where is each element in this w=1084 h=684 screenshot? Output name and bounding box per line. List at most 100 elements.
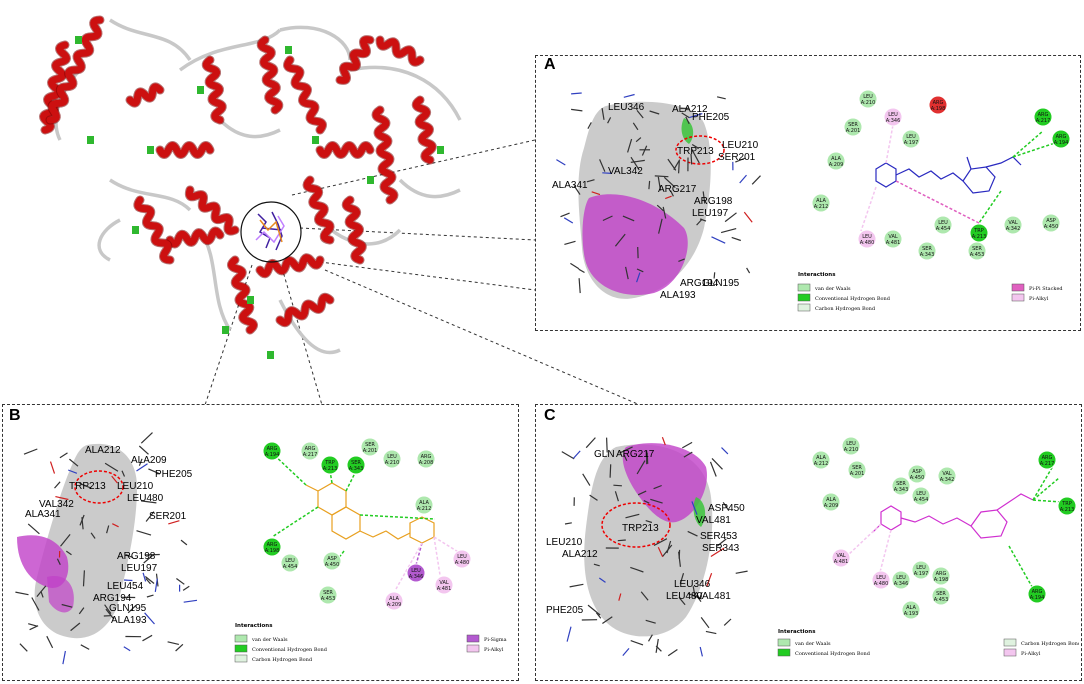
legend-swatch [778,639,790,646]
atom-bond [570,584,584,587]
residue-3d-label: ALA212 [85,445,121,456]
helix-segment [160,146,210,155]
residue-id: A:198 [265,548,280,554]
pialkyl-line [434,537,460,553]
legend-swatch [235,655,247,662]
residue-3d-label: GLN195 [702,278,740,289]
residue-id: A:342 [1006,226,1021,232]
legend-title: Interactions [778,629,816,635]
residue-id: A:450 [1044,224,1059,230]
helix-segment [231,260,253,330]
residue-3d-label: ALA193 [111,615,147,626]
atom-bond [747,268,750,273]
atom-bond [701,617,709,627]
ligand-2d [306,483,434,543]
coil-segment [220,120,280,137]
turn-segment [197,86,204,94]
legend-item: Pi-Alkyl [1012,294,1049,302]
residue-3d-label: ALA209 [131,455,167,466]
pipi-line [896,181,979,223]
legend-swatch [778,649,790,656]
residue-3d-label: ARG198 [694,196,733,207]
residue-id: A:480 [874,581,889,587]
residue-id: A:213 [323,466,338,472]
residue-3d-label: ARG198 [117,551,156,562]
residue-id: A:342 [940,477,955,483]
residue-id: A:201 [846,128,861,134]
residue-id: A:198 [931,106,946,112]
atom-bond [20,644,27,652]
atom-bond [624,95,635,98]
atom-bond [752,176,760,185]
binding-site-circle [241,202,301,262]
atom-bond [610,464,611,477]
atom-bond [51,462,55,474]
legend-swatch [1012,294,1024,301]
residue-3d-label: TRP213 [69,481,106,492]
atom-bond [724,619,731,625]
legend-swatch [467,635,479,642]
turn-segment [367,176,374,184]
ligand-2d [876,157,1021,193]
atom-bond [571,109,582,111]
atom-bond [28,524,39,534]
residue-3d-label: ARG217 [658,184,697,195]
residue-id: A:346 [886,118,901,124]
legend-item: Carbon Hydrogen Bond [1004,639,1079,647]
atom-bond [141,433,152,444]
legend-item: Pi-Pi Stacked [1012,284,1063,292]
legend-swatch [235,635,247,642]
atom-bond [60,453,68,458]
atom-bond [155,579,157,592]
residue-3d-label: ALA341 [25,509,61,520]
hydroxyl-groups [306,485,318,491]
residue-id: A:194 [1054,140,1069,146]
panel-label: A [544,56,556,74]
legend-item: van der Waals [798,284,851,292]
legend-label: Pi-Alkyl [1029,296,1049,302]
residue-id: A:197 [914,571,929,577]
legend-swatch [1004,639,1016,646]
atom-bond [618,540,626,541]
residue-3d-label: SER201 [149,511,187,522]
residue-3d-label: LEU210 [546,537,583,548]
residue-id: A:213 [1060,507,1075,513]
atom-bond [168,642,179,645]
residue-3d-label: ARG217 [616,449,655,460]
atom-bond [679,161,680,174]
atom-bond [183,586,189,590]
coil-segment [280,27,350,60]
legend-item: Conventional Hydrogen Bond [778,649,871,657]
legend-item: Pi-Alkyl [467,645,504,653]
legend-item: Pi-Sigma [467,635,507,643]
residue-id: A:454 [936,226,951,232]
atom-bond [744,212,752,222]
turn-segment [285,46,292,54]
phenyl-ring [881,506,901,530]
atom-bond [124,647,130,651]
residue-id: A:194 [265,452,280,458]
legend-label: Pi-Alkyl [1021,651,1041,657]
residue-id: A:343 [920,252,935,258]
residue-id: A:213 [972,234,987,240]
atom-bond [579,278,580,293]
